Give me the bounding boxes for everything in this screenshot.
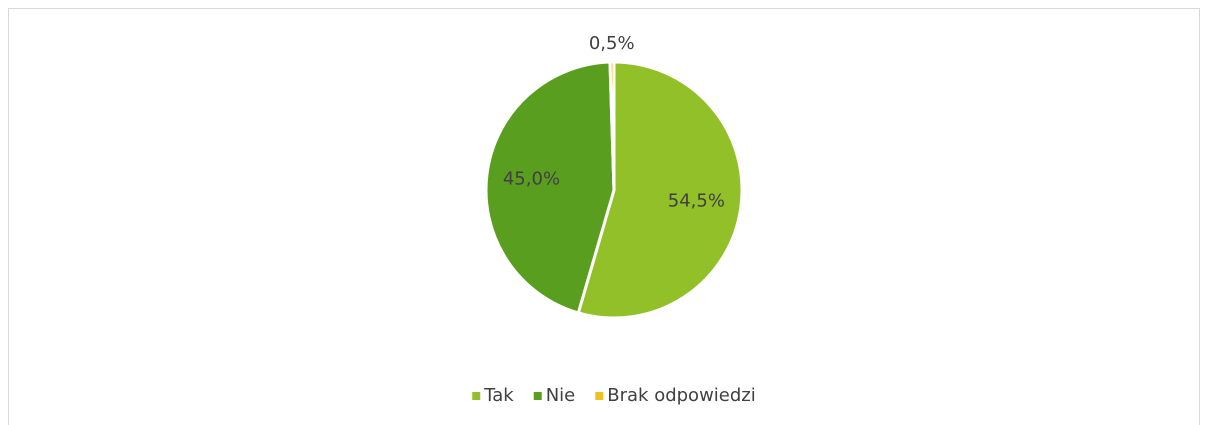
pie-slice: [484, 60, 616, 315]
legend-swatch: [595, 392, 604, 400]
legend-label: Brak odpowiedzi: [607, 385, 755, 406]
data-label: 45,0%: [503, 169, 560, 190]
legend-swatch: [472, 392, 481, 400]
legend-swatch: [533, 392, 542, 400]
legend-label: Nie: [546, 385, 576, 406]
chart-frame: [8, 8, 1200, 425]
pie-slice: [576, 60, 744, 320]
pie-slice: [608, 60, 616, 191]
data-label: 0,5%: [589, 33, 635, 54]
data-label: 54,5%: [668, 191, 725, 212]
legend-label: Tak: [483, 385, 514, 406]
